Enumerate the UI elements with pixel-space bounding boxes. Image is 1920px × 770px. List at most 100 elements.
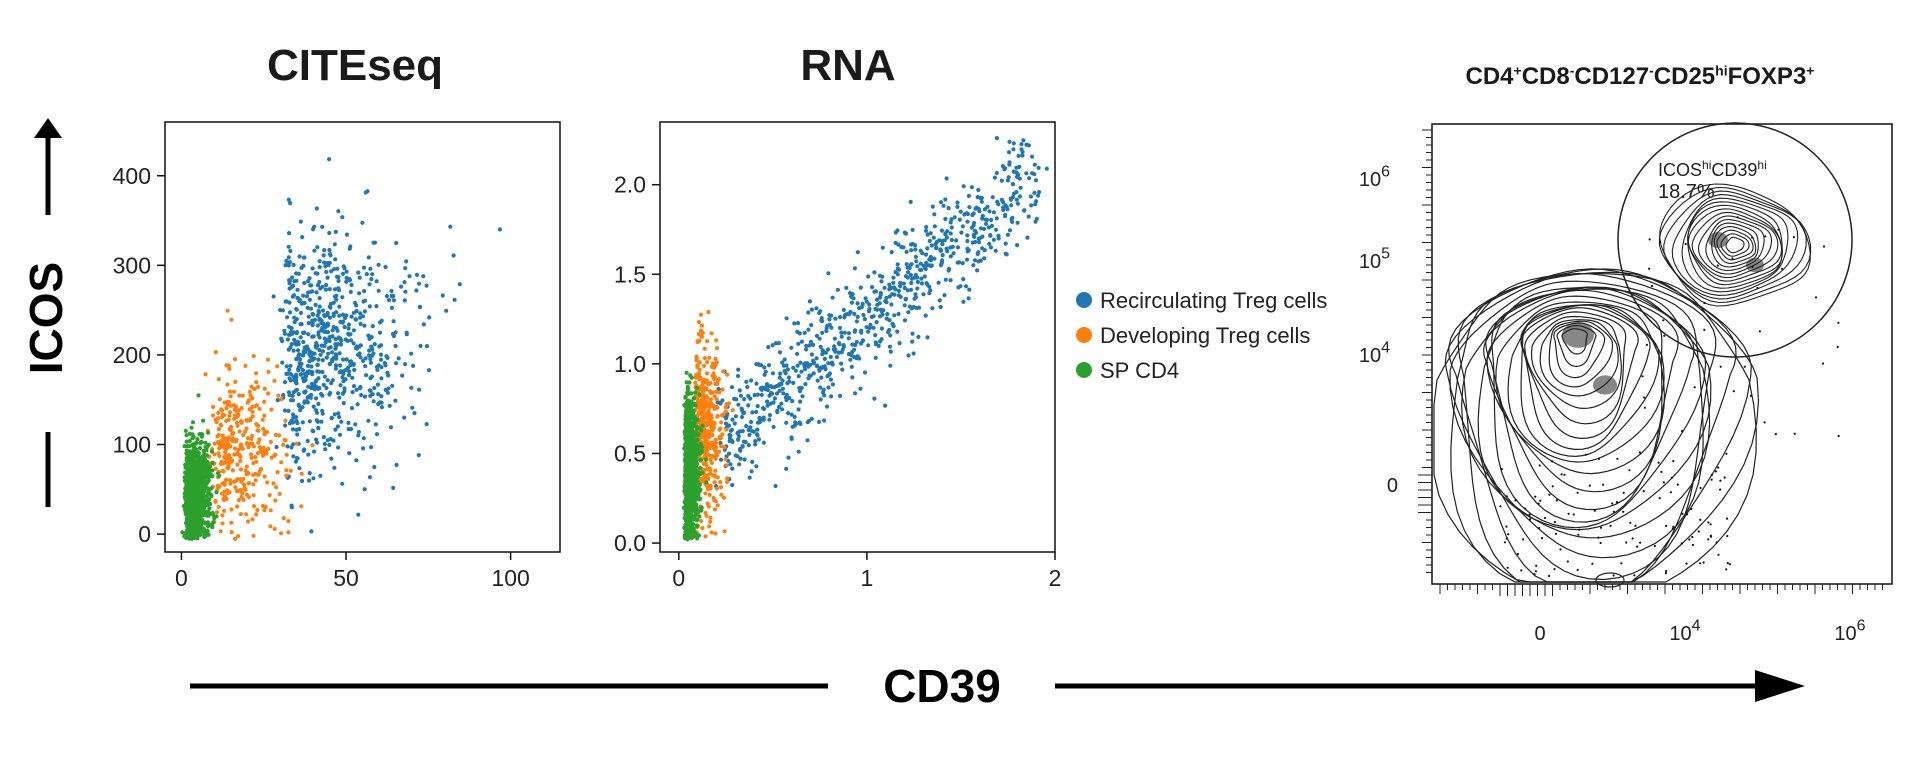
- rna-point-recirculating-treg-cells: [797, 420, 802, 425]
- citeseq-point-recirculating-treg-cells: [314, 290, 319, 295]
- contour-line-gated: [1671, 194, 1799, 296]
- citeseq-point-recirculating-treg-cells: [376, 262, 381, 267]
- rna-point-recirculating-treg-cells: [937, 238, 942, 243]
- rna-point-recirculating-treg-cells: [988, 233, 993, 238]
- citeseq-point-developing-treg-cells: [268, 439, 273, 444]
- rna-point-developing-treg-cells: [717, 390, 722, 395]
- citeseq-point-recirculating-treg-cells: [284, 299, 289, 304]
- citeseq-point-recirculating-treg-cells: [379, 405, 384, 410]
- citeseq-point-recirculating-treg-cells: [335, 391, 341, 396]
- rna-point-recirculating-treg-cells: [723, 421, 729, 426]
- citeseq-point-developing-treg-cells: [255, 507, 260, 513]
- citeseq-point-recirculating-treg-cells: [424, 422, 429, 427]
- citeseq-point-recirculating-treg-cells: [287, 376, 292, 381]
- contour-line-gated: [1658, 186, 1812, 304]
- citeseq-point-developing-treg-cells: [268, 524, 273, 529]
- rna-point-recirculating-treg-cells: [806, 310, 811, 315]
- rna-point-recirculating-treg-cells: [903, 296, 909, 301]
- citeseq-point-developing-treg-cells: [274, 485, 279, 490]
- rna-point-recirculating-treg-cells: [990, 195, 995, 200]
- rna-point-sp-cd4: [690, 530, 695, 535]
- citeseq-point-recirculating-treg-cells: [318, 286, 323, 291]
- rna-xtick-label: 1: [861, 565, 874, 591]
- rna-point-developing-treg-cells: [719, 420, 724, 425]
- rna-point-recirculating-treg-cells: [1034, 199, 1039, 204]
- flow-outlier-dot: [1751, 265, 1754, 269]
- citeseq-point-recirculating-treg-cells: [417, 281, 422, 286]
- rna-point-recirculating-treg-cells: [859, 305, 864, 310]
- citeseq-point-recirculating-treg-cells: [306, 478, 312, 483]
- rna-point-recirculating-treg-cells: [905, 275, 910, 280]
- rna-point-recirculating-treg-cells: [914, 305, 919, 311]
- rna-point-recirculating-treg-cells: [867, 325, 872, 331]
- citeseq-point-recirculating-treg-cells: [391, 319, 396, 324]
- rna-point-recirculating-treg-cells: [818, 309, 823, 314]
- flow-outlier-dot: [1709, 534, 1712, 537]
- rna-point-recirculating-treg-cells: [872, 270, 877, 275]
- citeseq-point-recirculating-treg-cells: [306, 314, 311, 319]
- rna-point-developing-treg-cells: [724, 463, 729, 468]
- rna-point-recirculating-treg-cells: [777, 388, 782, 393]
- citeseq-point-recirculating-treg-cells: [366, 418, 371, 423]
- citeseq-point-developing-treg-cells: [218, 422, 223, 427]
- citeseq-point-recirculating-treg-cells: [314, 378, 319, 383]
- rna-point-recirculating-treg-cells: [880, 312, 885, 317]
- rna-point-developing-treg-cells: [720, 387, 725, 392]
- citeseq-point-developing-treg-cells: [217, 397, 222, 402]
- citeseq-point-developing-treg-cells: [253, 478, 258, 483]
- rna-point-recirculating-treg-cells: [994, 170, 999, 176]
- citeseq-point-developing-treg-cells: [264, 451, 269, 456]
- flow-outlier-dot: [1538, 526, 1541, 530]
- citeseq-point-recirculating-treg-cells: [305, 290, 311, 295]
- citeseq-point-recirculating-treg-cells: [322, 441, 327, 447]
- citeseq-point-recirculating-treg-cells: [363, 356, 368, 361]
- rna-point-recirculating-treg-cells: [1020, 153, 1025, 158]
- citeseq-point-recirculating-treg-cells: [358, 311, 363, 316]
- rna-point-recirculating-treg-cells: [925, 335, 930, 340]
- flow-outlier-dot: [1534, 570, 1537, 573]
- citeseq-point-recirculating-treg-cells: [384, 294, 389, 299]
- citeseq-point-recirculating-treg-cells: [285, 315, 290, 320]
- rna-point-developing-treg-cells: [723, 405, 728, 410]
- citeseq-point-recirculating-treg-cells: [320, 411, 325, 416]
- citeseq-point-developing-treg-cells: [217, 453, 222, 459]
- rna-point-recirculating-treg-cells: [728, 462, 733, 467]
- rna-point-sp-cd4: [689, 416, 694, 421]
- rna-point-recirculating-treg-cells: [964, 257, 970, 262]
- rna-point-sp-cd4: [694, 489, 699, 494]
- rna-point-recirculating-treg-cells: [790, 398, 795, 404]
- flow-outlier-dot: [1719, 479, 1722, 482]
- flow-axis-ticks: [1418, 129, 1883, 596]
- rna-point-recirculating-treg-cells: [1029, 203, 1034, 208]
- rna-point-recirculating-treg-cells: [780, 407, 785, 412]
- rna-point-recirculating-treg-cells: [819, 375, 824, 380]
- rna-point-recirculating-treg-cells: [765, 387, 770, 393]
- legend-marker-developing: [1076, 327, 1092, 343]
- rna-point-recirculating-treg-cells: [908, 199, 913, 204]
- rna-point-recirculating-treg-cells: [978, 226, 984, 231]
- flow-outlier-dot: [1634, 524, 1637, 527]
- rna-point-sp-cd4: [693, 390, 698, 395]
- citeseq-point-recirculating-treg-cells: [287, 281, 292, 286]
- rna-point-developing-treg-cells: [723, 457, 728, 462]
- rna-point-sp-cd4: [687, 488, 692, 493]
- rna-point-recirculating-treg-cells: [748, 396, 753, 401]
- citeseq-point-recirculating-treg-cells: [356, 429, 361, 435]
- legend-label-developing: Developing Treg cells: [1100, 323, 1310, 348]
- rna-point-recirculating-treg-cells: [1028, 194, 1033, 199]
- rna-point-developing-treg-cells: [713, 449, 718, 454]
- rna-point-recirculating-treg-cells: [818, 385, 823, 390]
- citeseq-point-recirculating-treg-cells: [356, 433, 361, 438]
- citeseq-ytick-label: 0: [138, 521, 151, 547]
- citeseq-point-recirculating-treg-cells: [282, 408, 287, 413]
- flow-outlier-dot: [1665, 524, 1668, 528]
- rna-point-recirculating-treg-cells: [977, 236, 982, 241]
- citeseq-point-sp-cd4: [200, 461, 205, 466]
- rna-point-sp-cd4: [686, 467, 691, 472]
- citeseq-point-recirculating-treg-cells: [295, 348, 301, 353]
- citeseq-point-recirculating-treg-cells: [329, 381, 334, 386]
- rna-point-recirculating-treg-cells: [945, 229, 950, 234]
- rna-point-developing-treg-cells: [708, 389, 713, 394]
- citeseq-point-recirculating-treg-cells: [327, 230, 332, 236]
- citeseq-point-sp-cd4: [206, 430, 211, 435]
